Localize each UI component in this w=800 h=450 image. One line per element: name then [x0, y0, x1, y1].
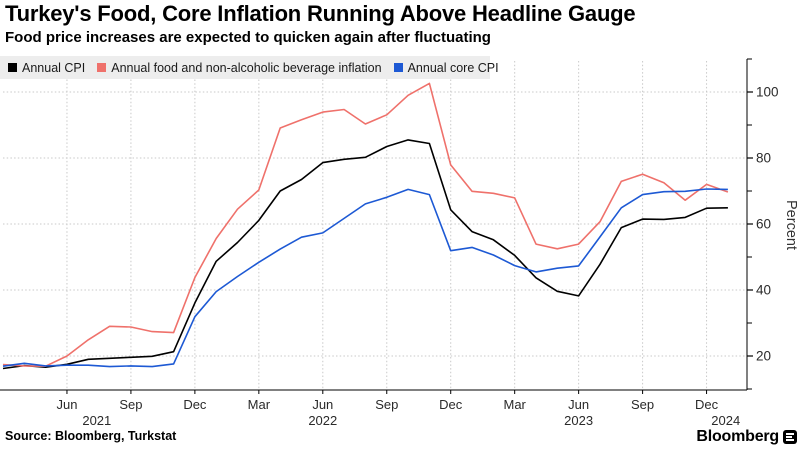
gridlines	[3, 61, 747, 390]
x-tick-label: Dec	[183, 397, 207, 412]
y-tick-label: 20	[756, 349, 771, 364]
legend-swatch-red-icon	[97, 63, 107, 72]
bloomberg-wordmark: Bloomberg	[696, 428, 779, 445]
x-tick-label: Sep	[119, 397, 142, 412]
x-tick-label: Dec	[695, 397, 719, 412]
x-tick-label: Jun	[312, 397, 333, 412]
legend-label: Annual core CPI	[407, 60, 499, 75]
y-tick-label: 100	[756, 85, 779, 100]
legend-item-core: Annual core CPI	[393, 60, 499, 75]
x-tick-label: Jun	[56, 397, 77, 412]
x-tick-label: Dec	[439, 397, 463, 412]
y-tick-label: 40	[756, 283, 771, 298]
chart-subtitle: Food price increases are expected to qui…	[5, 29, 491, 46]
legend-swatch-black-icon	[8, 63, 17, 72]
bloomberg-brand: Bloomberg	[696, 428, 797, 446]
x-tick-label: Jun	[568, 397, 589, 412]
legend-label: Annual CPI	[22, 60, 86, 75]
axes	[0, 58, 753, 394]
y-tick-label: 80	[756, 151, 771, 166]
x-year-label: 2024	[711, 413, 740, 428]
series-line-core	[2, 188, 728, 368]
x-tick-label: Mar	[248, 397, 271, 412]
series-line-cpi	[2, 139, 728, 370]
y-tick-label: 60	[756, 217, 771, 232]
x-year-label: 2022	[308, 413, 337, 428]
chart-legend: Annual CPI Annual food and non-alcoholic…	[0, 56, 499, 79]
chart-title: Turkey's Food, Core Inflation Running Ab…	[5, 1, 636, 26]
legend-label: Annual food and non-alcoholic beverage i…	[111, 60, 382, 75]
source-note: Source: Bloomberg, Turkstat	[5, 429, 177, 443]
series-line-food	[2, 82, 729, 368]
y-axis-title: Percent	[783, 200, 799, 250]
legend-item-cpi: Annual CPI	[8, 61, 85, 75]
x-tick-label: Mar	[503, 397, 526, 412]
bloomberg-logo-icon	[783, 430, 797, 444]
series-lines	[2, 82, 729, 370]
legend-swatch-blue-icon	[393, 63, 403, 72]
x-tick-label: Sep	[375, 397, 398, 412]
x-year-label: 2023	[564, 413, 593, 428]
x-tick-label: Sep	[631, 397, 654, 412]
legend-item-food: Annual food and non-alcoholic beverage i…	[97, 60, 382, 75]
x-year-label: 2021	[82, 413, 111, 428]
